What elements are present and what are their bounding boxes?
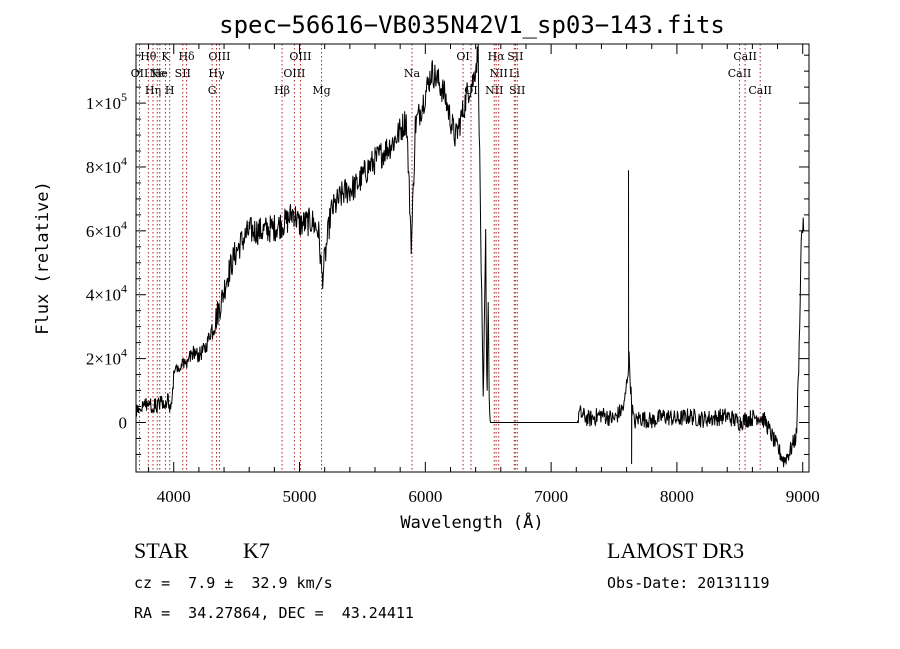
y-tick-label: 8×104 [86,154,127,177]
x-tick-label: 7000 [534,487,568,506]
reference-lines: OIIHθHηNeHeKHSIIHδGHγOIIIHβOIIIOIIIMgNaO… [131,44,772,472]
reference-line-label: Hδ [178,50,195,63]
y-tick-label: 0 [119,413,128,432]
reference-line-label: Mg [312,84,330,97]
reference-line-label: SII [175,67,191,80]
spectrum [135,43,805,468]
x-axis: 4000 5000 6000 7000 8000 9000 [148,44,820,506]
reference-line-label: OIII [208,50,230,63]
reference-line-label: NII [485,84,503,97]
plot-frame [135,43,810,473]
x-tick-label: 9000 [786,487,820,506]
reference-line-label: OII [131,67,149,80]
y-tick-mantissa: 1×10 [86,94,121,113]
y-tick-mantissa: 8×10 [86,158,121,177]
object-subclass: K7 [243,538,270,563]
reference-line-label: CaII [748,84,772,97]
reference-line-label: OIII [289,50,311,63]
spectrum-line [135,43,805,468]
y-tick-label: 6×104 [86,218,127,241]
x-tick-label: 5000 [283,487,317,506]
reference-line-label: CaII [728,67,752,80]
y-tick-exponent: 4 [121,282,127,296]
y-tick-label: 2×104 [86,346,127,369]
y-tick-mantissa: 4×10 [86,286,121,305]
reference-line-label: OIII [283,67,305,80]
reference-line-label: OI [456,50,469,63]
reference-line-label: SII [509,84,525,97]
survey-name: LAMOST DR3 [607,538,745,563]
y-tick-label: 4×104 [86,282,127,305]
reference-line-label: K [161,50,170,63]
x-axis-label: Wavelength (Å) [400,511,543,533]
y-tick-mantissa: 6×10 [86,222,121,241]
reference-line-label: Hβ [274,84,290,97]
coordinates: RA = 34.27864, DEC = 43.24411 [134,604,414,622]
reference-line-label: Na [404,67,421,80]
y-tick-mantissa: 0 [119,413,128,432]
reference-line-label: Hη [145,84,161,97]
reference-line-label: CaII [733,50,757,63]
redshift-readout: cz = 7.9 ± 32.9 km/s [134,574,333,592]
reference-line-label: Hθ [140,50,157,63]
reference-line-label: Ne [149,67,165,80]
reference-line-label: He [152,67,168,80]
obs-date: Obs-Date: 20131119 [607,574,770,592]
reference-line-label: H [165,84,175,97]
y-tick-exponent: 4 [121,154,127,168]
object-class: STAR [134,538,189,563]
chart-title: spec−56616−VB035N42V1_sp03−143.fits [219,11,725,39]
x-tick-label: 6000 [408,487,442,506]
y-axis-label: Flux (relative) [33,181,53,335]
x-tick-label: 4000 [157,487,191,506]
reference-line-label: NII [490,67,508,80]
reference-line-label: Li [509,67,520,80]
reference-line-label: G [208,84,217,97]
x-tick-label: 8000 [660,487,694,506]
reference-line-label: SII [507,50,523,63]
y-tick-label: 1×105 [86,90,127,113]
y-tick-mantissa: 2×10 [86,350,121,369]
reference-line-label: Hγ [208,67,225,80]
reference-line-label: Hα [488,50,506,63]
y-tick-exponent: 5 [121,90,127,104]
y-tick-exponent: 4 [121,346,127,360]
y-tick-exponent: 4 [121,218,127,232]
